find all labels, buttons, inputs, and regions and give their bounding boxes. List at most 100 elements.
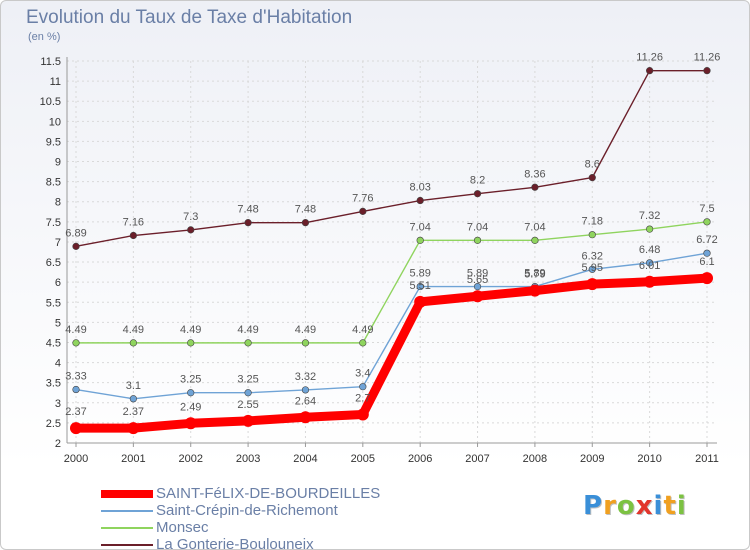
data-label: 7.04 [409,221,430,233]
data-point [72,339,80,347]
data-label: 3.25 [180,374,201,386]
x-tick-label: 2001 [121,453,145,465]
data-point [70,422,82,435]
series-line [75,69,708,248]
logo-letter: t [663,491,677,521]
data-label: 2.55 [237,399,258,411]
y-tick-label: 3.5 [46,378,61,390]
y-tick-label: 6 [55,277,61,289]
data-label: 7.3 [183,211,198,223]
y-tick-label: 9 [55,157,61,169]
data-label: 5.95 [582,262,603,274]
data-label: 5.51 [409,280,430,292]
series-line [75,221,708,344]
data-label: 2.49 [180,401,201,413]
y-tick-label: 11.5 [40,56,61,68]
series-saint-felix-de-bourdeilles [70,272,713,435]
data-point [416,282,424,291]
legend-swatch [101,490,153,498]
data-point [588,231,596,239]
data-point [187,339,195,347]
data-label: 11.26 [636,52,663,64]
data-point [414,295,427,308]
data-point [187,389,195,397]
x-tick-label: 2011 [695,453,719,465]
data-label: 5.89 [524,268,545,280]
series-line [71,273,712,433]
logo-letter: i [653,491,664,521]
data-label: 7.5 [699,203,714,215]
data-label: 7.32 [639,210,660,222]
x-tick-label: 2008 [523,453,547,465]
legend-swatch [101,510,153,512]
data-label: 2.37 [65,406,86,418]
series-layer [70,67,713,435]
data-label: 11.26 [694,52,721,64]
legend-label: Saint-Crépin-de-Richemont [156,502,338,519]
data-label: 7.16 [123,217,144,229]
data-label: 5.89 [409,268,430,280]
data-label: 8.6 [585,159,600,171]
y-tick-label: 2 [55,438,61,450]
chart-title: Evolution du Taux de Taxe d'Habitation [26,7,353,28]
data-label: 3.4 [355,368,370,380]
series-line [75,252,708,400]
data-label: 8.36 [524,168,545,180]
data-point [646,259,654,267]
data-label: 5.79 [524,269,545,281]
y-axis-unit-label: (en %) [28,31,61,43]
data-label: 4.49 [65,324,86,336]
data-label: 2.7 [355,392,370,404]
x-tick-label: 2006 [408,453,432,465]
data-point [301,386,310,394]
data-label: 5.89 [467,268,488,280]
data-point [416,196,424,205]
data-label: 4.49 [237,324,258,336]
x-tick-label: 2009 [580,453,604,465]
data-point [184,417,197,430]
data-label: 3.33 [65,371,86,383]
data-label: 2.37 [123,406,144,418]
data-point [244,219,252,227]
x-tick-label: 2005 [351,453,375,465]
data-label: 2.64 [295,395,316,407]
data-label: 4.49 [180,324,201,336]
logo-letter: P [583,491,604,521]
y-tick-label: 3 [55,398,61,410]
data-point [703,249,711,257]
data-point [72,385,80,394]
data-point [473,236,482,244]
data-point [531,236,539,244]
y-tick-label: 8 [55,197,61,209]
y-tick-label: 8.5 [46,177,61,189]
data-point [242,414,255,427]
data-point [359,207,367,215]
data-point [301,339,310,347]
data-point [703,218,711,226]
y-tick-label: 5 [55,317,61,329]
data-label: 6.89 [65,227,86,239]
data-point [244,389,252,397]
data-point [129,339,137,347]
y-tick-label: 11 [50,76,61,88]
data-point [72,242,80,250]
data-label: 8.2 [470,175,485,187]
logo-letter: x [635,491,654,521]
data-point [129,395,137,403]
data-label: 6.72 [696,234,717,246]
data-point [588,265,596,273]
data-point [528,284,541,297]
data-point [471,290,484,303]
y-tick-label: 7 [55,237,61,249]
data-label: 6.48 [639,244,660,256]
y-tick-label: 7.5 [46,217,61,229]
data-point [359,339,367,347]
data-label: 7.48 [237,204,258,216]
data-label: 3.25 [237,374,258,386]
data-label: 6.32 [582,250,603,262]
y-tick-label: 4.5 [46,337,61,349]
data-point [473,190,482,198]
legend-label: SAINT-FéLIX-DE-BOURDEILLES [156,485,381,502]
